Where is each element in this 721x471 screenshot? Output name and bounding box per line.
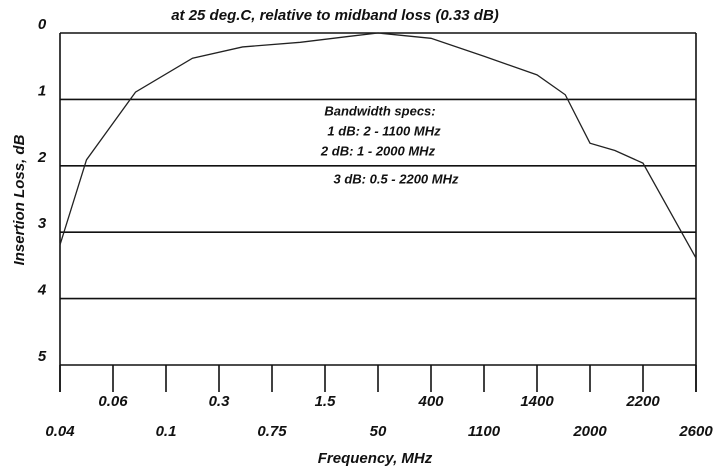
y-tick-label: 4 (37, 282, 47, 299)
x-tick-label: 1400 (520, 393, 554, 410)
y-tick-label: 0 (38, 16, 47, 33)
y-axis-label: Insertion Loss, dB (11, 134, 28, 265)
x-tick-label: 0.75 (257, 423, 287, 440)
annotation: 1 dB: 2 - 1100 MHz (327, 123, 441, 138)
annotation: 3 dB: 0.5 - 2200 MHz (334, 171, 459, 186)
x-tick-label: 1.5 (315, 393, 337, 410)
x-tick-label: 1100 (468, 423, 501, 440)
annotation: 2 dB: 1 - 2000 MHz (320, 143, 436, 158)
chart-title: at 25 deg.C, relative to midband loss (0… (171, 7, 499, 24)
annotation: Bandwidth specs: (324, 103, 435, 118)
x-tick-label: 0.04 (45, 423, 75, 440)
x-tick-label: 400 (417, 393, 444, 410)
y-tick-label: 5 (38, 348, 47, 365)
x-tick-label: 2600 (678, 423, 713, 440)
x-tick-label: 0.06 (98, 393, 128, 410)
y-tick-label: 3 (38, 215, 47, 232)
x-tick-label: 0.1 (156, 423, 177, 440)
x-tick-label: 0.3 (209, 393, 231, 410)
x-tick-label: 2000 (572, 423, 607, 440)
data-line (59, 32, 697, 259)
x-tick-label: 50 (370, 423, 387, 440)
x-axis-label: Frequency, MHz (318, 450, 433, 467)
y-tick-label: 1 (38, 82, 46, 99)
y-tick-label: 2 (37, 149, 47, 166)
x-tick-label: 2200 (625, 393, 660, 410)
